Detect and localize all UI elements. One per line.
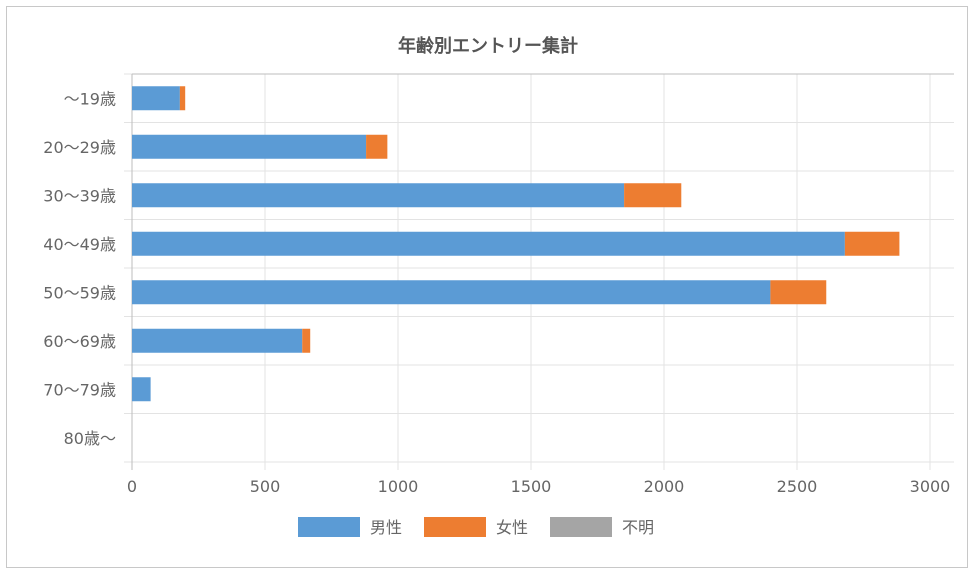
grid-lines: [124, 73, 954, 470]
x-tick-label: 2500: [777, 477, 818, 496]
legend-swatch: [550, 517, 612, 537]
bars: [132, 86, 900, 402]
bar-segment: [132, 183, 625, 208]
y-tick-label: ～19歳: [64, 89, 116, 108]
legend: 男性 女性 不明: [298, 517, 654, 537]
y-tick-label: 60～69歳: [43, 332, 116, 351]
bar-segment: [132, 377, 151, 402]
legend-label: 不明: [622, 518, 654, 537]
x-tick-label: 2000: [644, 477, 685, 496]
bar-segment: [770, 280, 827, 305]
y-tick-label: 80歳～: [64, 429, 116, 448]
x-tick-label: 3000: [910, 477, 951, 496]
x-tick-label: 0: [127, 477, 137, 496]
chart-title: 年齢別エントリー集計: [398, 35, 578, 57]
y-tick-label: 40～49歳: [43, 235, 116, 254]
legend-swatch: [298, 517, 360, 537]
legend-swatch: [424, 517, 486, 537]
bar-segment: [132, 328, 303, 353]
bar-segment: [132, 280, 771, 305]
x-tick-label: 1000: [378, 477, 419, 496]
x-tick-label: 1500: [511, 477, 552, 496]
bar-segment: [132, 231, 845, 256]
y-tick-label: 70～79歳: [43, 380, 116, 399]
y-tick-label: 50～59歳: [43, 283, 116, 302]
bar-segment: [624, 183, 682, 208]
x-tick-label: 500: [250, 477, 281, 496]
legend-label: 女性: [496, 518, 528, 537]
bar-segment: [366, 134, 388, 159]
y-axis-labels: ～19歳 20～29歳 30～39歳 40～49歳 50～59歳 60～69歳 70～79歳…: [43, 89, 116, 448]
bar-segment: [132, 134, 367, 159]
y-tick-label: 20～29歳: [43, 138, 116, 157]
bar-segment: [302, 328, 311, 353]
legend-label: 男性: [370, 518, 402, 537]
x-axis-labels: 0 500 1000 1500 2000 2500 3000: [127, 477, 950, 496]
y-tick-label: 30～39歳: [43, 186, 116, 205]
bar-segment: [844, 231, 900, 256]
bar-segment: [179, 86, 186, 111]
bar-segment: [132, 86, 180, 111]
